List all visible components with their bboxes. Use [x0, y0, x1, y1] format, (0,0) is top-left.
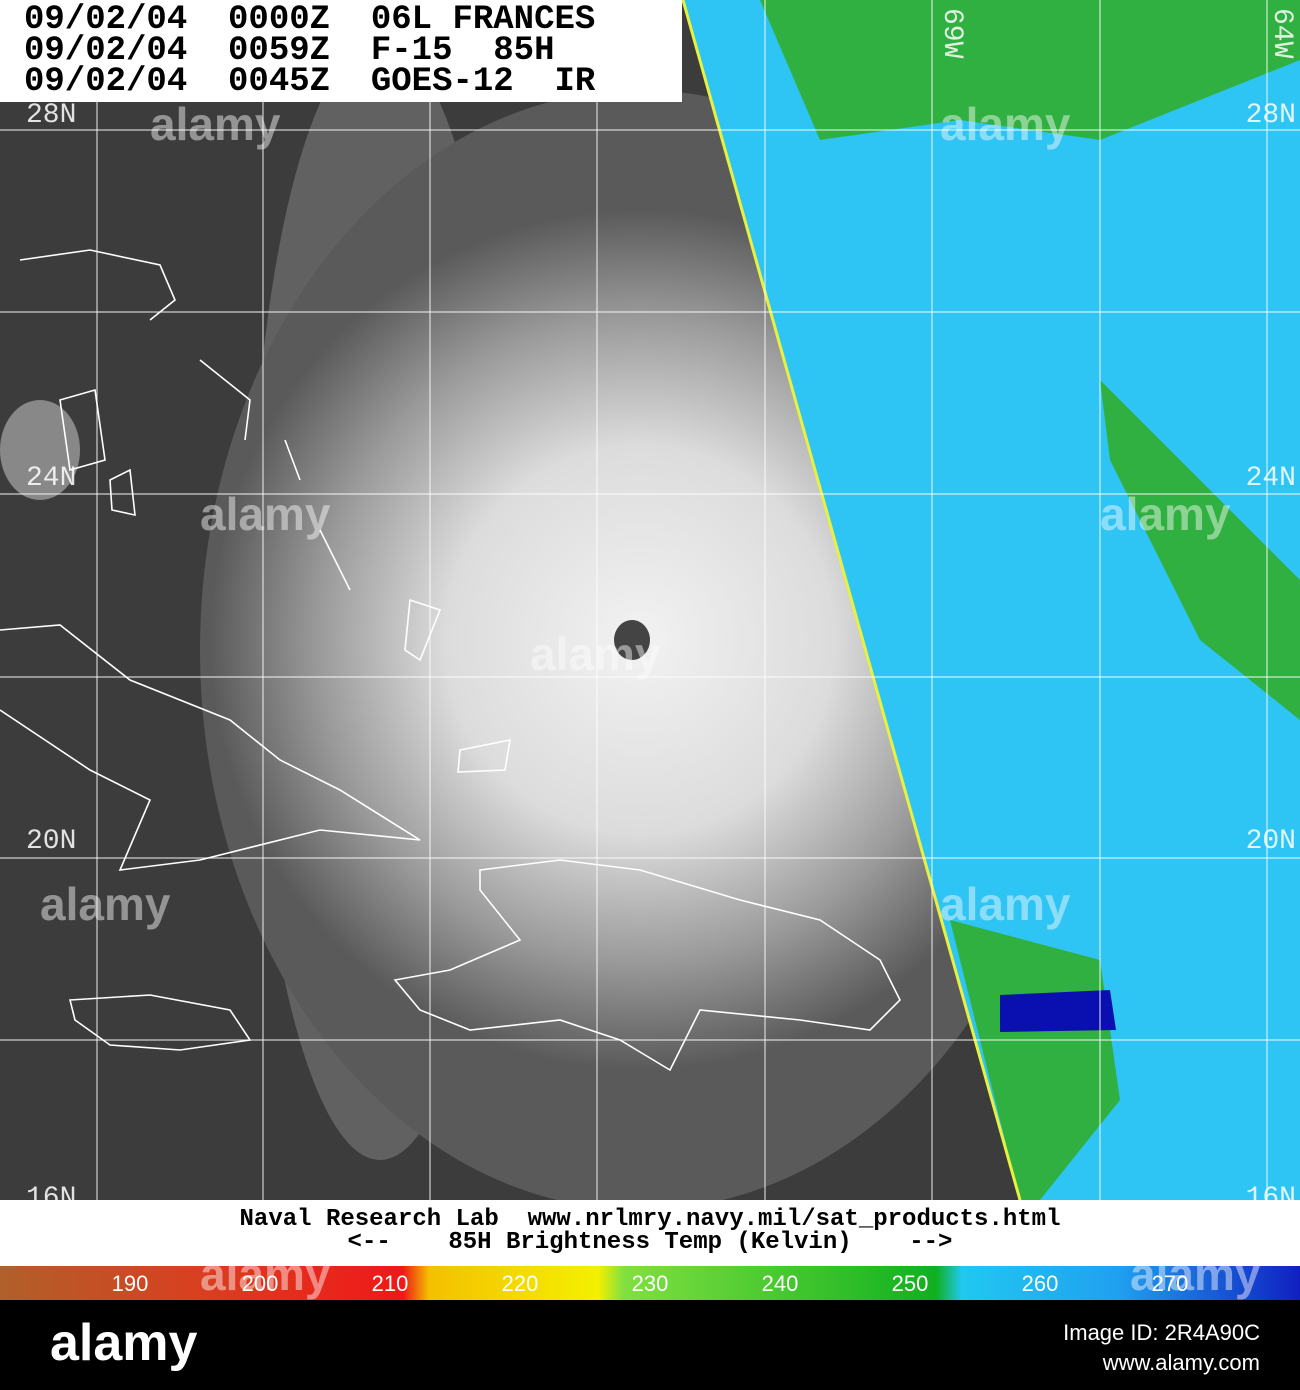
lat-label: 28N	[26, 100, 76, 131]
eye	[614, 620, 650, 660]
credit: Naval Research Lab www.nrlmry.navy.mil/s…	[240, 1206, 1061, 1233]
footer-box	[0, 1200, 1300, 1266]
colorbar-label: 200	[242, 1271, 279, 1296]
header-line: 09/02/04 0000Z 06L FRANCES	[24, 1, 595, 39]
colorbar-label: 240	[762, 1271, 799, 1296]
watermark: alamy	[1130, 1248, 1261, 1300]
logo: alamy	[50, 1314, 198, 1372]
colorbar-label: 270	[1152, 1271, 1189, 1296]
swath-edge	[681, 0, 1022, 1201]
watermark: alamy	[150, 98, 281, 150]
header-line: 09/02/04 0059Z F-15 85H	[24, 32, 555, 70]
colorbar-label: 220	[502, 1271, 539, 1296]
watermark: alamy	[940, 98, 1071, 150]
legend-title: <-- 85H Brightness Temp (Kelvin) -->	[348, 1229, 953, 1256]
coastline	[199, 359, 511, 773]
lat-label: 24N	[1246, 463, 1296, 494]
watermark: alamy	[40, 878, 171, 930]
colorbar-label: 250	[892, 1271, 929, 1296]
coastline	[0, 249, 421, 871]
colorbar	[0, 1266, 1300, 1300]
jamaica	[68, 994, 252, 1051]
lon-label: 64W	[1266, 8, 1297, 59]
watermark: alamy	[940, 878, 1071, 930]
watermark: alamy	[530, 628, 661, 680]
colorbar-label: 260	[1022, 1271, 1059, 1296]
lat-label: 28N	[1246, 100, 1296, 131]
green-patch	[760, 0, 1300, 140]
colorbar-label: 190	[112, 1271, 149, 1296]
image-id: Image ID: 2R4A90C	[1063, 1320, 1260, 1345]
green-patch	[950, 920, 1120, 1200]
colorbar-label: 210	[372, 1271, 409, 1296]
site: www.alamy.com	[1102, 1350, 1260, 1375]
watermark: alamy	[1100, 488, 1231, 540]
lat-label: 20N	[26, 826, 76, 857]
header-line: 09/02/04 0045Z GOES-12 IR	[24, 63, 596, 101]
lon-label: 69W	[936, 8, 967, 59]
bottom-bar	[0, 1300, 1300, 1390]
green-patch	[1100, 380, 1300, 720]
lat-label: 24N	[26, 463, 76, 494]
swath	[683, 0, 1300, 1200]
cloud	[0, 400, 80, 500]
colorbar-label: 230	[632, 1271, 669, 1296]
puerto-rico	[1000, 990, 1116, 1032]
watermark: alamy	[200, 1248, 331, 1300]
lat-label: 20N	[1246, 826, 1296, 857]
header-box	[0, 0, 682, 102]
watermark: alamy	[200, 488, 331, 540]
